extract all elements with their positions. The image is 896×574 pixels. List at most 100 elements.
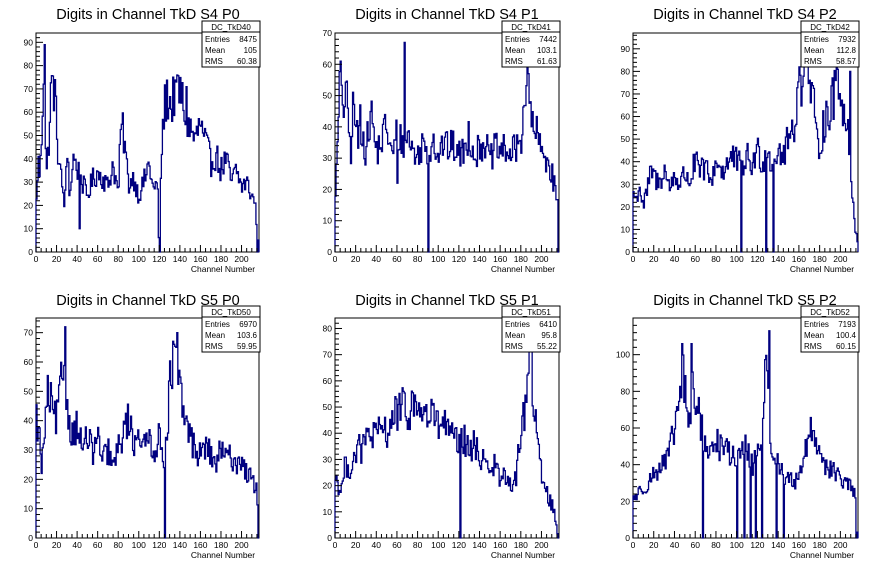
x-tick-label: 160 <box>792 254 806 264</box>
x-tick-label: 40 <box>72 540 82 550</box>
y-tick-label: 90 <box>24 37 34 47</box>
y-tick-label: 90 <box>621 44 631 54</box>
y-tick-label: 60 <box>24 357 34 367</box>
y-tick-label: 40 <box>24 154 34 164</box>
y-tick-label: 80 <box>323 323 333 333</box>
x-tick-label: 40 <box>670 540 680 550</box>
x-axis-label: Channel Number <box>491 550 555 560</box>
y-tick-label: 10 <box>24 504 34 514</box>
x-tick-label: 100 <box>431 540 445 550</box>
y-tick-label: 70 <box>323 350 333 360</box>
x-tick-label: 120 <box>152 540 166 550</box>
y-tick-label: 60 <box>621 423 631 433</box>
y-tick-label: 20 <box>621 496 631 506</box>
histogram-series-line <box>632 40 859 253</box>
x-tick-label: 140 <box>771 540 785 550</box>
y-tick-label: 50 <box>24 131 34 141</box>
x-tick-label: 40 <box>372 254 382 264</box>
y-tick-label: 0 <box>625 247 630 257</box>
y-tick-label: 10 <box>621 224 631 234</box>
x-axis-label: Channel Number <box>491 264 555 274</box>
stats-rms-label: RMS <box>804 342 822 351</box>
x-tick-label: 40 <box>670 254 680 264</box>
x-tick-label: 120 <box>452 254 466 264</box>
x-tick-label: 0 <box>34 254 39 264</box>
stats-rms-label: RMS <box>205 342 223 351</box>
y-tick-label: 50 <box>621 134 631 144</box>
plot-frame <box>632 32 859 253</box>
y-tick-label: 30 <box>323 153 333 163</box>
y-tick-label: 0 <box>327 247 332 257</box>
x-tick-label: 160 <box>493 540 507 550</box>
stats-entries-value: 6410 <box>539 320 557 329</box>
stats-entries-value: 8475 <box>239 35 257 44</box>
x-tick-label: 200 <box>234 540 248 550</box>
stats-rms-label: RMS <box>205 57 223 66</box>
x-tick-label: 200 <box>234 254 248 264</box>
stats-mean-value: 100.4 <box>836 331 857 340</box>
x-tick-label: 60 <box>690 254 700 264</box>
chart-title: Digits in Channel TkD S4 P0 <box>56 7 240 23</box>
x-tick-label: 140 <box>472 254 486 264</box>
x-axis-label: Channel Number <box>790 264 854 274</box>
chart-title: Digits in Channel TkD S4 P2 <box>653 7 837 23</box>
x-tick-label: 120 <box>152 254 166 264</box>
y-tick-label: 0 <box>28 533 33 543</box>
x-axis-label: Channel Number <box>191 550 255 560</box>
y-tick-label: 10 <box>24 224 34 234</box>
stats-histogram-name: DC_TkD40 <box>211 23 251 32</box>
x-tick-label: 0 <box>34 540 39 550</box>
y-tick-label: 30 <box>323 454 333 464</box>
x-axis-label: Channel Number <box>191 264 255 274</box>
x-tick-label: 0 <box>333 254 338 264</box>
x-tick-label: 200 <box>833 540 847 550</box>
stats-mean-value: 103.1 <box>537 46 558 55</box>
x-tick-label: 60 <box>690 540 700 550</box>
stats-entries-label: Entries <box>804 35 829 44</box>
x-tick-label: 100 <box>132 540 146 550</box>
x-tick-label: 180 <box>214 254 228 264</box>
chart-title: Digits in Channel TkD S4 P1 <box>355 7 539 23</box>
y-tick-label: 80 <box>621 66 631 76</box>
stats-box <box>501 20 561 68</box>
y-tick-label: 0 <box>327 533 332 543</box>
chart-panel-2: Digits in Channel TkD S4 P2 0 20 40 60 80 100 1… <box>621 7 860 274</box>
chart-panel-3: Digits in Channel TkD S5 P00 20 40 60 80 100 1… <box>24 293 261 560</box>
y-tick-label: 10 <box>323 216 333 226</box>
stats-histogram-name: DC_TkD52 <box>810 308 850 317</box>
stats-entries-label: Entries <box>505 35 530 44</box>
y-tick-label: 60 <box>24 107 34 117</box>
stats-rms-value: 60.38 <box>237 57 258 66</box>
y-tick-label: 80 <box>24 61 34 71</box>
x-tick-label: 60 <box>392 540 402 550</box>
stats-box <box>201 20 261 68</box>
y-tick-label: 60 <box>323 59 333 69</box>
x-tick-label: 60 <box>93 540 103 550</box>
x-tick-label: 140 <box>472 540 486 550</box>
y-tick-label: 20 <box>621 202 631 212</box>
y-tick-label: 20 <box>323 481 333 491</box>
stats-rms-label: RMS <box>804 57 822 66</box>
x-tick-label: 180 <box>214 540 228 550</box>
stats-mean-value: 103.6 <box>237 331 258 340</box>
chart-panel-1: Digits in Channel TkD S4 P10 20 40 60 80 100 1… <box>323 7 561 274</box>
y-tick-label: 40 <box>621 157 631 167</box>
x-tick-label: 180 <box>514 540 528 550</box>
x-tick-label: 100 <box>730 254 744 264</box>
y-tick-label: 80 <box>621 386 631 396</box>
y-tick-label: 30 <box>621 179 631 189</box>
stats-mean-value: 95.8 <box>541 331 557 340</box>
x-tick-label: 80 <box>113 254 123 264</box>
x-tick-label: 20 <box>52 540 62 550</box>
y-tick-label: 30 <box>24 177 34 187</box>
stats-mean-label: Mean <box>804 331 824 340</box>
x-tick-label: 100 <box>431 254 445 264</box>
x-tick-label: 160 <box>193 254 207 264</box>
stats-histogram-name: DC_TkD42 <box>810 23 850 32</box>
stats-mean-value: 112.8 <box>837 46 857 55</box>
x-tick-label: 80 <box>413 540 423 550</box>
chart-title: Digits in Channel TkD S5 P0 <box>56 293 240 309</box>
stats-box <box>201 305 261 353</box>
stats-histogram-name: DC_TkD41 <box>511 23 551 32</box>
stats-histogram-name: DC_TkD50 <box>211 308 251 317</box>
